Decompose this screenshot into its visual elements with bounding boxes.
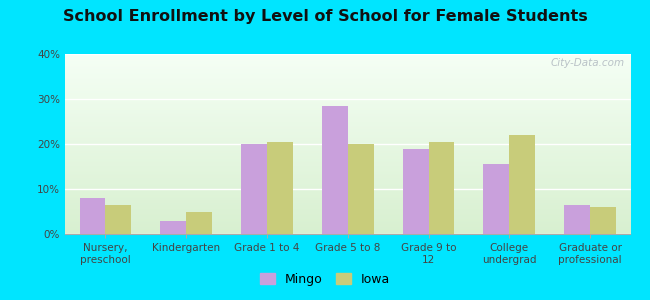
Bar [590,207,616,234]
Bar [428,142,454,234]
Bar [564,205,590,234]
Bar [403,148,428,234]
Bar [161,220,186,234]
Bar [267,142,292,234]
Text: School Enrollment by Level of School for Female Students: School Enrollment by Level of School for… [62,9,588,24]
Text: City-Data.com: City-Data.com [551,58,625,68]
Bar [484,164,510,234]
Bar [79,198,105,234]
Bar [322,106,348,234]
Bar [105,205,131,234]
Bar [241,144,267,234]
Bar [348,144,374,234]
Legend: Mingo, Iowa: Mingo, Iowa [255,268,395,291]
Bar [186,212,212,234]
Bar [510,135,535,234]
